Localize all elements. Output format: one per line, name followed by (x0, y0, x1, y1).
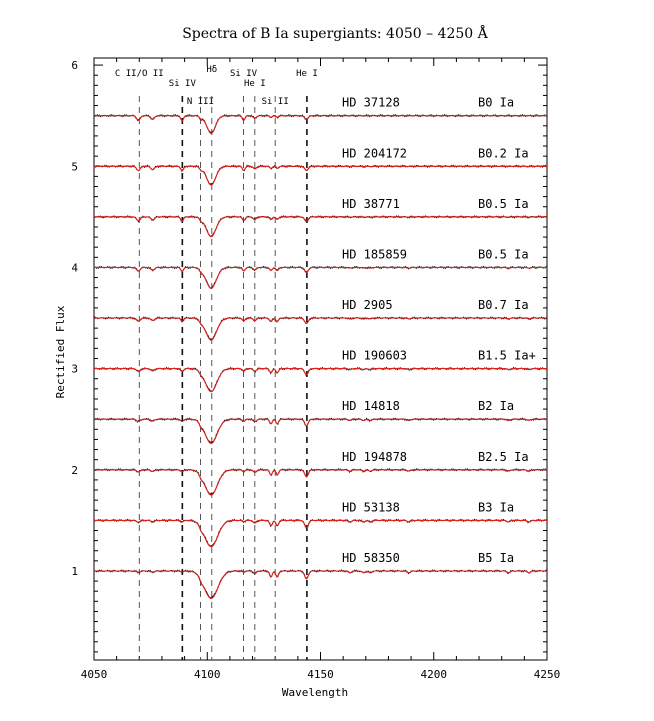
line-id-label: N III (187, 97, 214, 107)
observed-spectrum (93, 164, 548, 186)
line-id-label: Si IV (230, 69, 258, 79)
line-id-label: Si II (262, 97, 289, 107)
line-id-label: Si IV (169, 79, 197, 89)
star-name-label: HD 204172 (342, 146, 407, 160)
spectral-type-label: B2 Ia (478, 399, 514, 413)
y-tick-label: 2 (71, 464, 78, 477)
model-spectrum (94, 519, 547, 548)
model-spectrum (94, 266, 547, 289)
star-name-label: HD 185859 (342, 247, 407, 261)
y-tick-label: 3 (71, 363, 78, 376)
observed-spectrum (93, 316, 548, 342)
observed-spectrum (93, 215, 548, 237)
line-id-label: C II/O II (115, 69, 164, 79)
series-labels: HD 37128 B0 Ia HD 204172 B0.2 Ia HD 38771 B0.… (342, 96, 536, 565)
spectral-type-label: B0.5 Ia (478, 197, 529, 211)
spectral-type-label: B2.5 Ia (478, 450, 529, 464)
observed-spectrum (93, 265, 548, 289)
x-tick-label: 4150 (307, 668, 334, 681)
star-name-label: HD 53138 (342, 500, 400, 514)
y-tick-label: 1 (71, 565, 78, 578)
model-spectrum (94, 418, 547, 444)
observed-spectrum (93, 569, 548, 599)
x-tick-label: 4100 (194, 668, 221, 681)
observed-spectrum (93, 467, 548, 496)
x-tick-label: 4250 (534, 668, 561, 681)
y-tick-label: 5 (71, 160, 78, 173)
y-tick-label: 6 (71, 59, 78, 72)
model-spectrum (94, 317, 547, 341)
star-name-label: HD 37128 (342, 96, 400, 110)
chart-title: Spectra of B Ia supergiants: 4050 – 4250… (182, 24, 488, 42)
spectral-type-label: B0.2 Ia (478, 146, 529, 160)
spectral-type-label: B0.7 Ia (478, 298, 529, 312)
star-name-label: HD 2905 (342, 298, 393, 312)
model-spectrum (94, 165, 547, 186)
model-spectrum (94, 115, 547, 134)
model-spectrum (94, 216, 547, 238)
spectral-type-label: B3 Ia (478, 500, 514, 514)
spectra (93, 113, 548, 599)
y-tick-label: 4 (71, 261, 78, 274)
x-tick-label: 4200 (421, 668, 448, 681)
x-tick-label: 4050 (81, 668, 108, 681)
x-axis-label: Wavelength (282, 686, 348, 699)
observed-spectrum (93, 417, 548, 444)
observed-spectrum (93, 518, 547, 547)
line-id-label: He I (296, 69, 318, 79)
spectral-type-label: B0 Ia (478, 96, 514, 110)
model-spectrum (94, 368, 547, 393)
model-spectrum (94, 469, 547, 496)
observed-spectrum (93, 366, 548, 392)
y-axis-label: Rectified Flux (54, 305, 67, 398)
star-name-label: HD 58350 (342, 551, 400, 565)
spectral-type-label: B1.5 Ia+ (478, 349, 536, 363)
line-id-label: Hδ (206, 65, 217, 75)
model-spectrum (94, 570, 547, 599)
star-name-label: HD 14818 (342, 399, 400, 413)
star-name-label: HD 194878 (342, 450, 407, 464)
star-name-label: HD 190603 (342, 349, 407, 363)
star-name-label: HD 38771 (342, 197, 400, 211)
line-id-label: He I (244, 79, 266, 89)
spectral-type-label: B5 Ia (478, 551, 514, 565)
observed-spectrum (93, 113, 548, 134)
spectral-type-label: B0.5 Ia (478, 247, 529, 261)
